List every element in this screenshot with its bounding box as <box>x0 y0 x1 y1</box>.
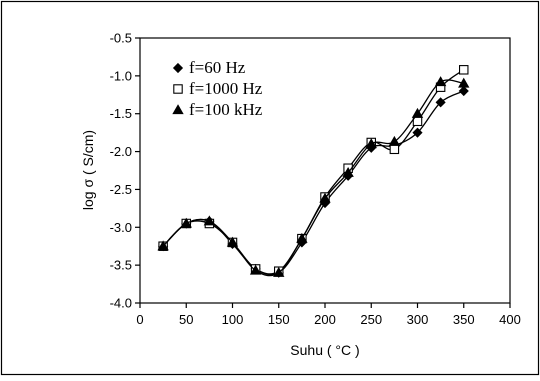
y-tick-label: -3.0 <box>110 220 132 235</box>
x-axis-label: Suhu ( °C ) <box>290 342 359 358</box>
y-tick-label: -2.0 <box>110 144 132 159</box>
data-point-triangle <box>249 264 262 275</box>
y-tick-label: -3.5 <box>110 258 132 273</box>
y-tick-label: -4.0 <box>110 296 132 311</box>
data-point-triangle <box>319 192 331 203</box>
data-point-diamond <box>458 85 469 97</box>
legend: f=60 Hz f=1000 Hz f=100 kHz <box>172 58 263 119</box>
data-point-triangle <box>273 266 285 277</box>
y-tick-label: -1.0 <box>110 68 132 83</box>
data-point-triangle <box>180 217 192 228</box>
legend-label: f=60 Hz <box>189 58 246 77</box>
data-point-triangle <box>157 240 169 251</box>
x-tick-label: 250 <box>360 312 382 327</box>
data-point-triangle <box>296 232 308 243</box>
y-axis: -0.5 -1.0 -1.5 -2.0 -2.5 -3.0 -3.5 -4.0 <box>110 31 140 311</box>
x-tick-label: 0 <box>136 312 143 327</box>
y-tick-label: -1.5 <box>110 106 132 121</box>
x-axis: 0 50 100 150 200 250 300 350 400 <box>136 303 521 327</box>
data-point-square <box>458 65 469 75</box>
data-point-triangle <box>388 135 401 146</box>
x-tick-label: 400 <box>499 312 521 327</box>
y-tick-label: -2.5 <box>110 182 132 197</box>
data-point-triangle <box>411 107 424 118</box>
x-tick-label: 50 <box>179 312 193 327</box>
data-point-triangle <box>226 236 239 247</box>
data-point-triangle <box>342 166 354 177</box>
legend-marker-triangle <box>172 104 184 115</box>
x-tick-label: 300 <box>407 312 429 327</box>
y-tick-label: -0.5 <box>110 31 132 46</box>
x-tick-label: 150 <box>268 312 290 327</box>
data-point-triangle <box>458 77 470 88</box>
x-tick-label: 100 <box>222 312 244 327</box>
x-tick-label: 350 <box>453 312 475 327</box>
series-group <box>157 65 470 278</box>
legend-marker-square <box>173 84 183 94</box>
legend-marker-diamond <box>172 62 184 74</box>
plot-area <box>139 37 511 304</box>
data-point-triangle <box>434 76 447 87</box>
y-axis-label: log σ ( S/cm) <box>80 130 96 210</box>
x-tick-label: 200 <box>314 312 336 327</box>
data-point-triangle <box>203 215 216 226</box>
data-point-square <box>389 144 400 155</box>
legend-label: f=100 kHz <box>189 100 263 119</box>
data-point-triangle <box>365 138 377 149</box>
data-point-diamond <box>412 127 423 138</box>
data-point-diamond <box>435 97 446 108</box>
legend-label: f=1000 Hz <box>189 79 263 98</box>
